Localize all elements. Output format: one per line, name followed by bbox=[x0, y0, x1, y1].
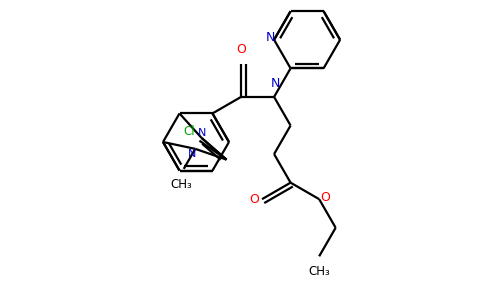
Text: N: N bbox=[265, 31, 275, 44]
Text: N: N bbox=[197, 128, 206, 138]
Text: CH₃: CH₃ bbox=[171, 178, 193, 191]
Text: CH₃: CH₃ bbox=[308, 265, 330, 278]
Text: Cl: Cl bbox=[184, 125, 196, 138]
Text: O: O bbox=[236, 43, 246, 56]
Text: N: N bbox=[188, 149, 197, 159]
Text: N: N bbox=[271, 77, 280, 90]
Text: O: O bbox=[320, 191, 330, 204]
Text: O: O bbox=[249, 193, 259, 206]
